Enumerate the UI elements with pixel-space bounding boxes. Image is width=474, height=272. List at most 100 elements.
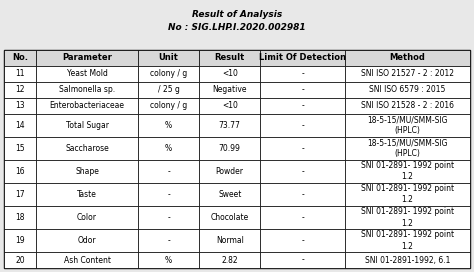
Text: SNI ISO 21527 - 2 : 2012: SNI ISO 21527 - 2 : 2012 [361, 69, 454, 78]
Bar [345, 137, 470, 160]
Text: -: - [167, 213, 170, 222]
Bar [4, 137, 36, 160]
Bar [260, 50, 345, 66]
Bar [199, 206, 260, 229]
Text: SNI 01-2891-1992, 6.1: SNI 01-2891-1992, 6.1 [365, 255, 450, 265]
Bar [4, 252, 36, 268]
Text: colony / g: colony / g [150, 101, 187, 110]
Bar [138, 206, 199, 229]
Text: -: - [301, 255, 304, 265]
Bar [138, 66, 199, 82]
Text: -: - [301, 101, 304, 110]
Bar [199, 252, 260, 268]
Bar [345, 82, 470, 98]
Text: 18: 18 [15, 213, 25, 222]
Text: Taste: Taste [77, 190, 97, 199]
Text: -: - [301, 85, 304, 94]
Bar [260, 82, 345, 98]
Bar [345, 98, 470, 114]
Text: colony / g: colony / g [150, 69, 187, 78]
Text: 20: 20 [15, 255, 25, 265]
Text: 12: 12 [15, 85, 25, 94]
Bar [4, 183, 36, 206]
Bar [199, 160, 260, 183]
Text: No.: No. [12, 54, 28, 63]
Text: Shape: Shape [75, 167, 99, 176]
Bar [36, 98, 138, 114]
Text: -: - [167, 167, 170, 176]
Text: Result: Result [215, 54, 245, 63]
Bar [138, 98, 199, 114]
Text: Unit: Unit [159, 54, 179, 63]
Bar [138, 50, 199, 66]
Bar [345, 66, 470, 82]
Bar [260, 137, 345, 160]
Text: 70.99: 70.99 [219, 144, 241, 153]
Bar [199, 98, 260, 114]
Text: 13: 13 [15, 101, 25, 110]
Text: Enterobacteriaceae: Enterobacteriaceae [49, 101, 125, 110]
Text: Negative: Negative [212, 85, 247, 94]
Text: <10: <10 [222, 101, 237, 110]
Bar [345, 114, 470, 137]
Bar [345, 50, 470, 66]
Bar [260, 98, 345, 114]
Text: Sweet: Sweet [218, 190, 241, 199]
Text: 17: 17 [15, 190, 25, 199]
Bar [260, 229, 345, 252]
Bar [260, 206, 345, 229]
Bar [36, 82, 138, 98]
Bar [36, 229, 138, 252]
Bar [199, 114, 260, 137]
Bar [4, 114, 36, 137]
Text: Saccharose: Saccharose [65, 144, 109, 153]
Text: 18-5-15/MU/SMM-SIG
(HPLC): 18-5-15/MU/SMM-SIG (HPLC) [367, 115, 447, 135]
Bar [138, 82, 199, 98]
Bar [36, 114, 138, 137]
Bar [138, 229, 199, 252]
Text: -: - [301, 236, 304, 245]
Bar [36, 160, 138, 183]
Bar [36, 252, 138, 268]
Text: SNI 01-2891- 1992 point
1.2: SNI 01-2891- 1992 point 1.2 [361, 230, 454, 251]
Text: Parameter: Parameter [62, 54, 112, 63]
Bar [4, 66, 36, 82]
Bar [260, 66, 345, 82]
Bar [138, 114, 199, 137]
Bar [4, 206, 36, 229]
Text: Limit Of Detection: Limit Of Detection [259, 54, 346, 63]
Text: SNI ISO 21528 - 2 : 2016: SNI ISO 21528 - 2 : 2016 [361, 101, 454, 110]
Bar [36, 50, 138, 66]
Bar [260, 252, 345, 268]
Bar [199, 66, 260, 82]
Text: Yeast Mold: Yeast Mold [66, 69, 108, 78]
Bar [138, 160, 199, 183]
Bar [36, 66, 138, 82]
Bar [345, 206, 470, 229]
Bar [4, 98, 36, 114]
Text: -: - [301, 190, 304, 199]
Bar [138, 183, 199, 206]
Text: Total Sugar: Total Sugar [65, 121, 109, 130]
Text: %: % [165, 255, 172, 265]
Bar [138, 137, 199, 160]
Bar [4, 82, 36, 98]
Text: 19: 19 [15, 236, 25, 245]
Bar [260, 183, 345, 206]
Bar [345, 252, 470, 268]
Text: -: - [301, 144, 304, 153]
Text: -: - [167, 236, 170, 245]
Text: 16: 16 [15, 167, 25, 176]
Bar [138, 252, 199, 268]
Text: Color: Color [77, 213, 97, 222]
Text: -: - [301, 167, 304, 176]
Bar [199, 137, 260, 160]
Text: SNI 01-2891- 1992 point
1.2: SNI 01-2891- 1992 point 1.2 [361, 184, 454, 205]
Text: Result of Analysis: Result of Analysis [192, 10, 282, 19]
Bar [260, 160, 345, 183]
Bar [4, 229, 36, 252]
Bar [36, 183, 138, 206]
Text: Ash Content: Ash Content [64, 255, 110, 265]
Text: -: - [167, 190, 170, 199]
Bar [4, 50, 470, 268]
